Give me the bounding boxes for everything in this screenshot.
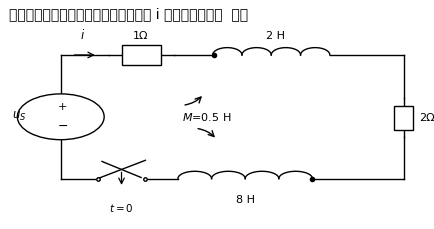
Text: 8 H: 8 H: [236, 195, 255, 205]
Text: 已知电路如图所示，电流在开关闭合后 i 的时间常数为（  ）。: 已知电路如图所示，电流在开关闭合后 i 的时间常数为（ ）。: [9, 7, 248, 21]
Text: 2Ω: 2Ω: [419, 113, 434, 123]
Text: −: −: [58, 120, 68, 132]
Text: $M$=0.5 H: $M$=0.5 H: [182, 111, 232, 123]
Text: $u_S$: $u_S$: [12, 110, 27, 123]
Bar: [122, 45, 161, 65]
Text: $i$: $i$: [80, 28, 85, 42]
Bar: [394, 106, 413, 130]
Circle shape: [17, 94, 104, 140]
Text: +: +: [58, 102, 68, 112]
Text: $t=0$: $t=0$: [109, 202, 134, 213]
Text: 2 H: 2 H: [266, 31, 285, 41]
Text: 1Ω: 1Ω: [133, 31, 149, 41]
